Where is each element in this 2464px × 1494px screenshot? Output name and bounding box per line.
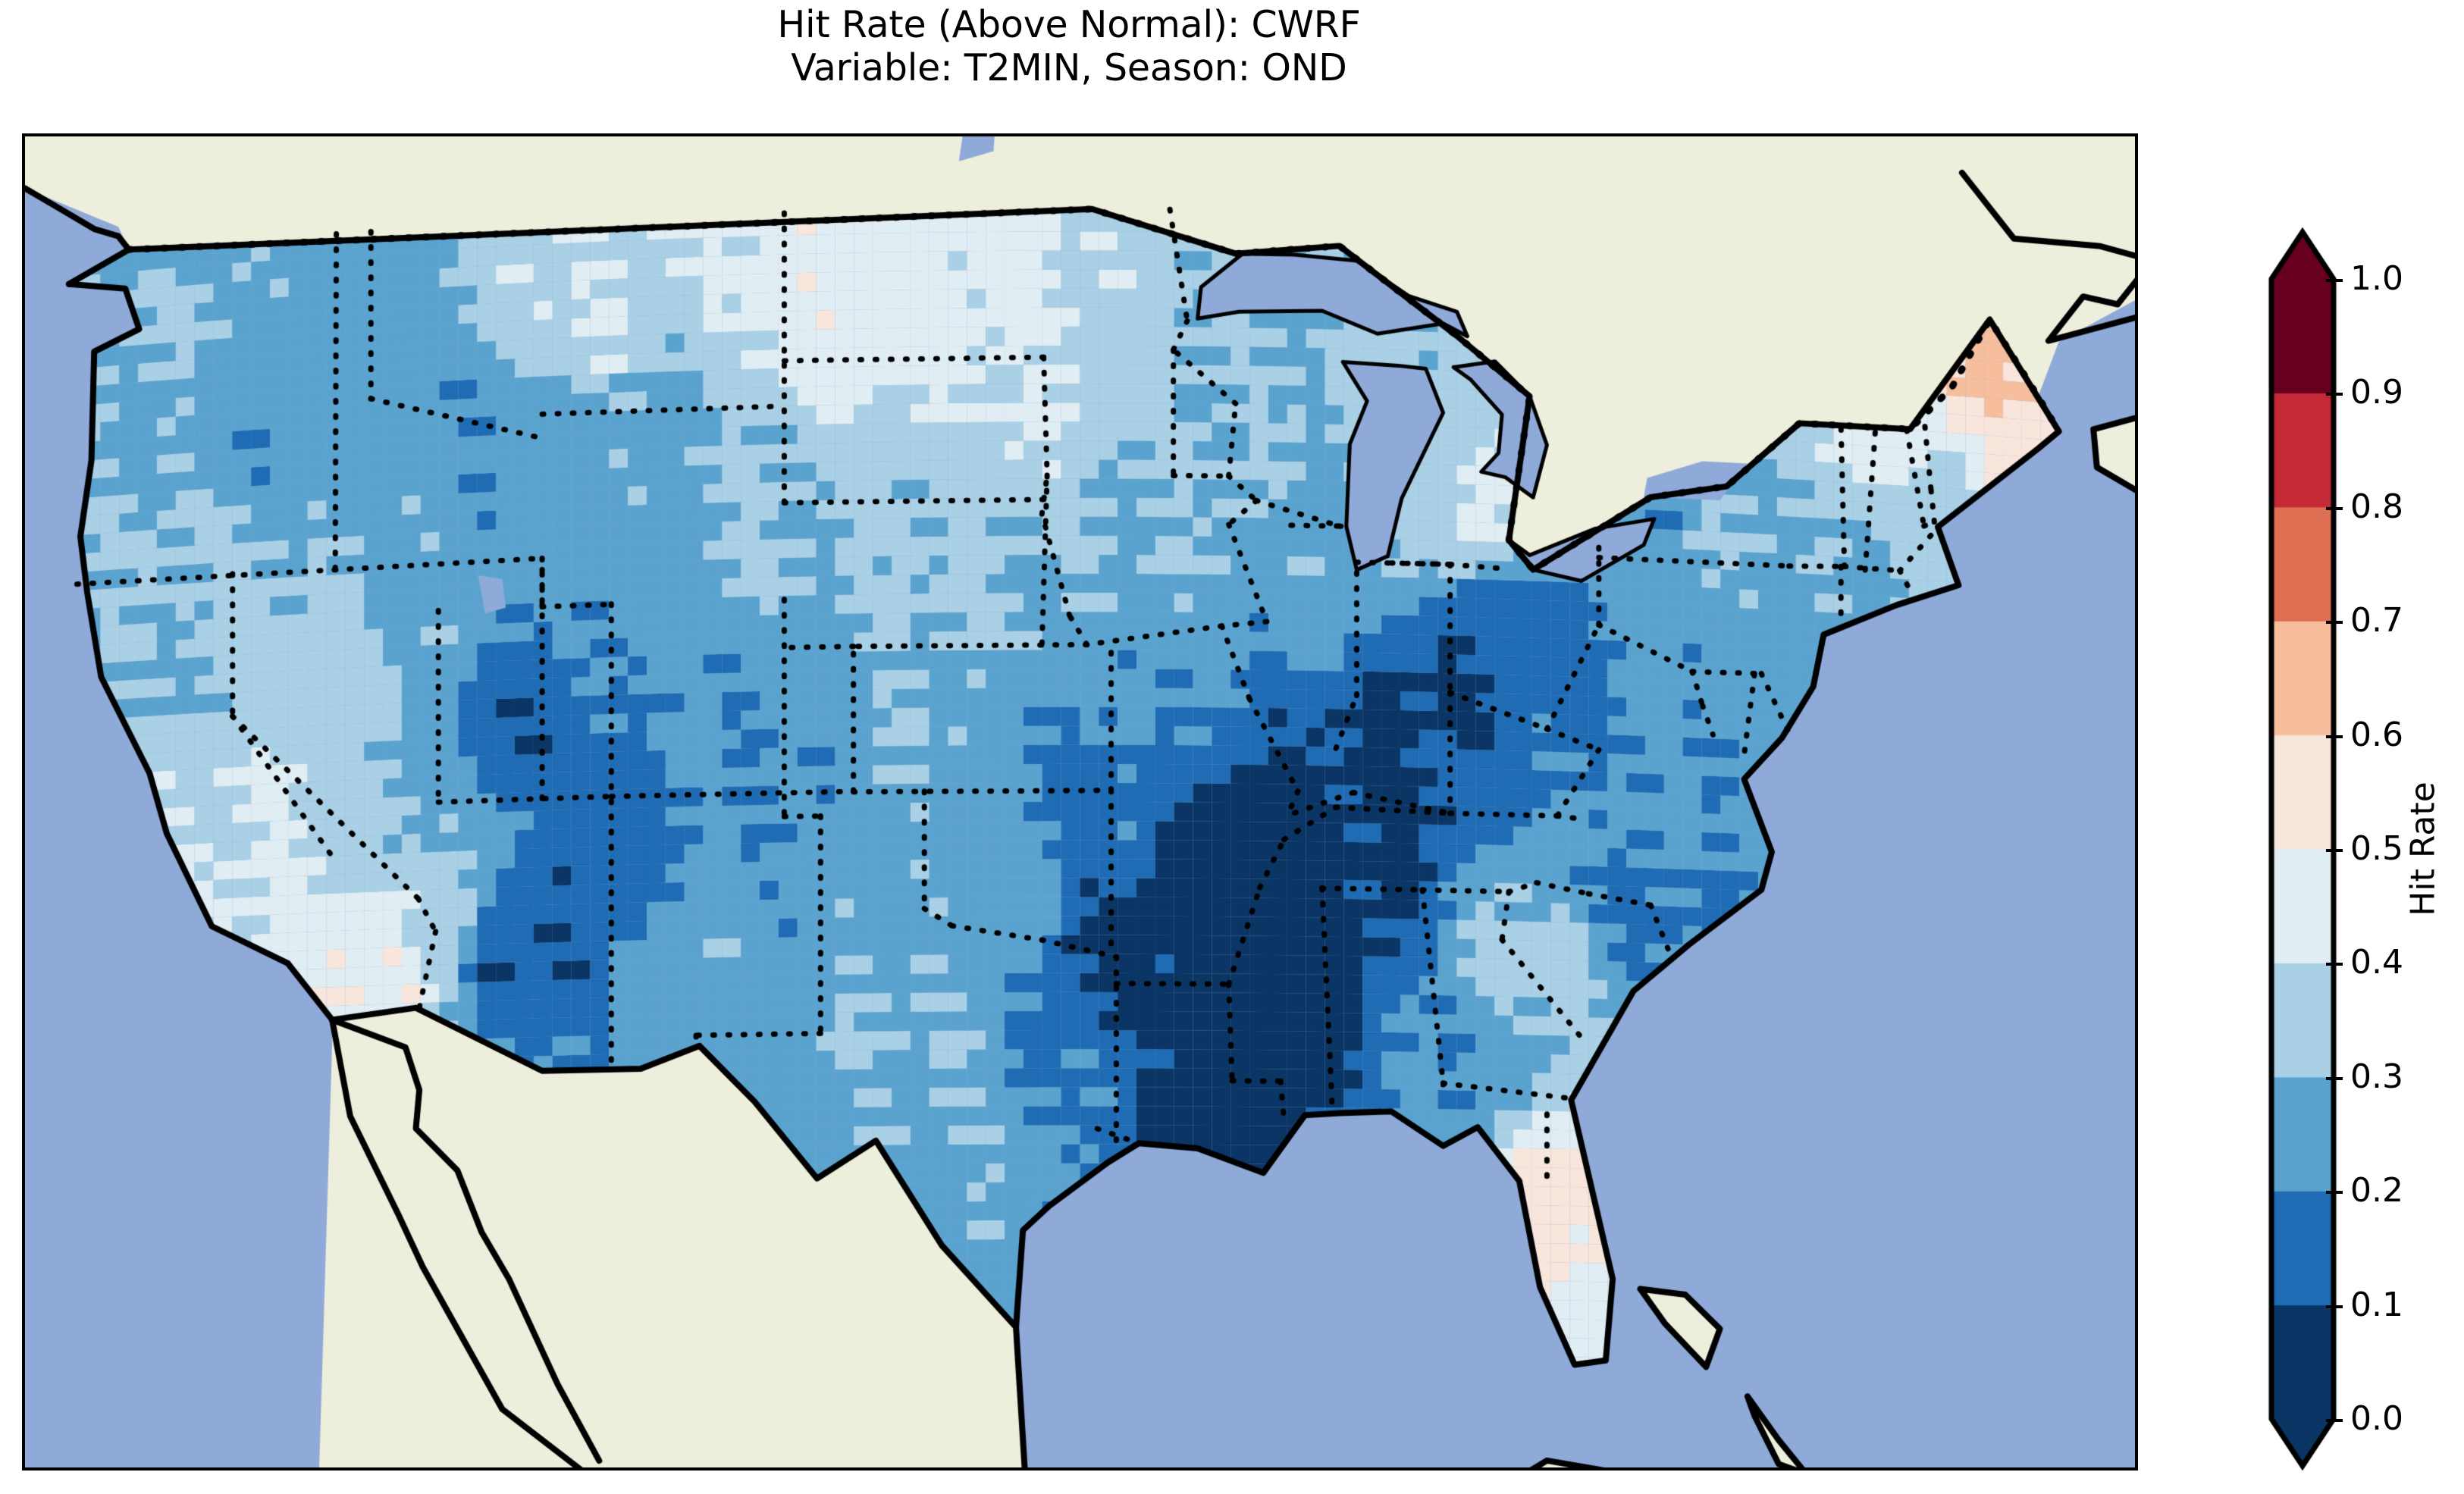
- colorbar-tick: [2326, 279, 2343, 282]
- colorbar-tick: [2326, 849, 2343, 852]
- colorbar-tick-label: 0.5: [2350, 829, 2403, 868]
- figure-title: Hit Rate (Above Normal): CWRF Variable: …: [0, 3, 2138, 89]
- colorbar-ticks: 0.0 0.1 0.2 0.3 0.4 0.5 0.6 0.7 0.8 0.9 1.0: [2244, 227, 2464, 1471]
- title-line-1: Hit Rate (Above Normal): CWRF: [777, 3, 1361, 46]
- title-line-2: Variable: T2MIN, Season: OND: [791, 46, 1347, 89]
- colorbar-tick: [2326, 393, 2343, 396]
- colorbar-tick-label: 0.0: [2350, 1399, 2403, 1438]
- colorbar-tick-label: 1.0: [2350, 259, 2403, 298]
- hit-rate-heatmap: [25, 136, 2135, 1467]
- colorbar-tick: [2326, 506, 2343, 510]
- colorbar-tick-label: 0.1: [2350, 1285, 2403, 1324]
- colorbar-tick-label: 0.4: [2350, 943, 2403, 982]
- colorbar-tick: [2326, 1419, 2343, 1422]
- colorbar-tick-label: 0.2: [2350, 1171, 2403, 1211]
- colorbar-tick: [2326, 734, 2343, 738]
- colorbar-tick-label: 0.8: [2350, 487, 2403, 526]
- colorbar-tick: [2326, 963, 2343, 966]
- colorbar-tick: [2326, 1305, 2343, 1308]
- colorbar: 0.0 0.1 0.2 0.3 0.4 0.5 0.6 0.7 0.8 0.9 1.0 Hit Ra…: [2244, 227, 2464, 1471]
- colorbar-axis-label: Hit Rate: [2403, 781, 2443, 916]
- colorbar-tick-label: 0.9: [2350, 373, 2403, 412]
- colorbar-tick-label: 0.6: [2350, 715, 2403, 754]
- colorbar-tick: [2326, 1191, 2343, 1195]
- colorbar-tick-label: 0.3: [2350, 1057, 2403, 1096]
- colorbar-tick: [2326, 1076, 2343, 1080]
- colorbar-tick-label: 0.7: [2350, 601, 2403, 641]
- colorbar-tick: [2326, 621, 2343, 625]
- map-axes: [22, 133, 2138, 1471]
